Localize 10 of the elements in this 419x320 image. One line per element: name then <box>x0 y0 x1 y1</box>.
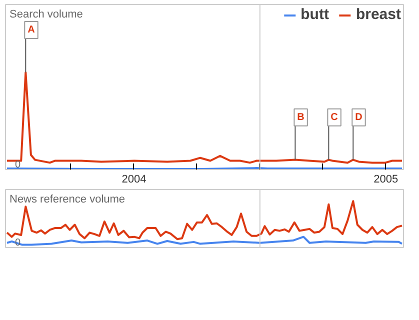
chart-title: Search volume <box>10 8 83 20</box>
legend-label: breast <box>356 6 401 23</box>
x-tick-label: 2004 <box>122 174 146 186</box>
x-tick-label: 2005 <box>374 174 398 186</box>
annotation: D <box>355 112 362 123</box>
annotation: A <box>28 24 35 36</box>
annotation: C <box>330 112 338 123</box>
annotation: B <box>297 112 304 123</box>
legend-label: butt <box>300 6 329 23</box>
chart-title: News reference volume <box>10 194 126 206</box>
